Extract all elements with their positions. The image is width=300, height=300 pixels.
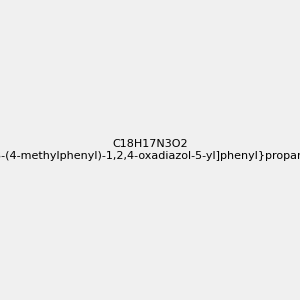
Text: C18H17N3O2
N-{2-[3-(4-methylphenyl)-1,2,4-oxadiazol-5-yl]phenyl}propanamide: C18H17N3O2 N-{2-[3-(4-methylphenyl)-1,2,… [0, 139, 300, 161]
